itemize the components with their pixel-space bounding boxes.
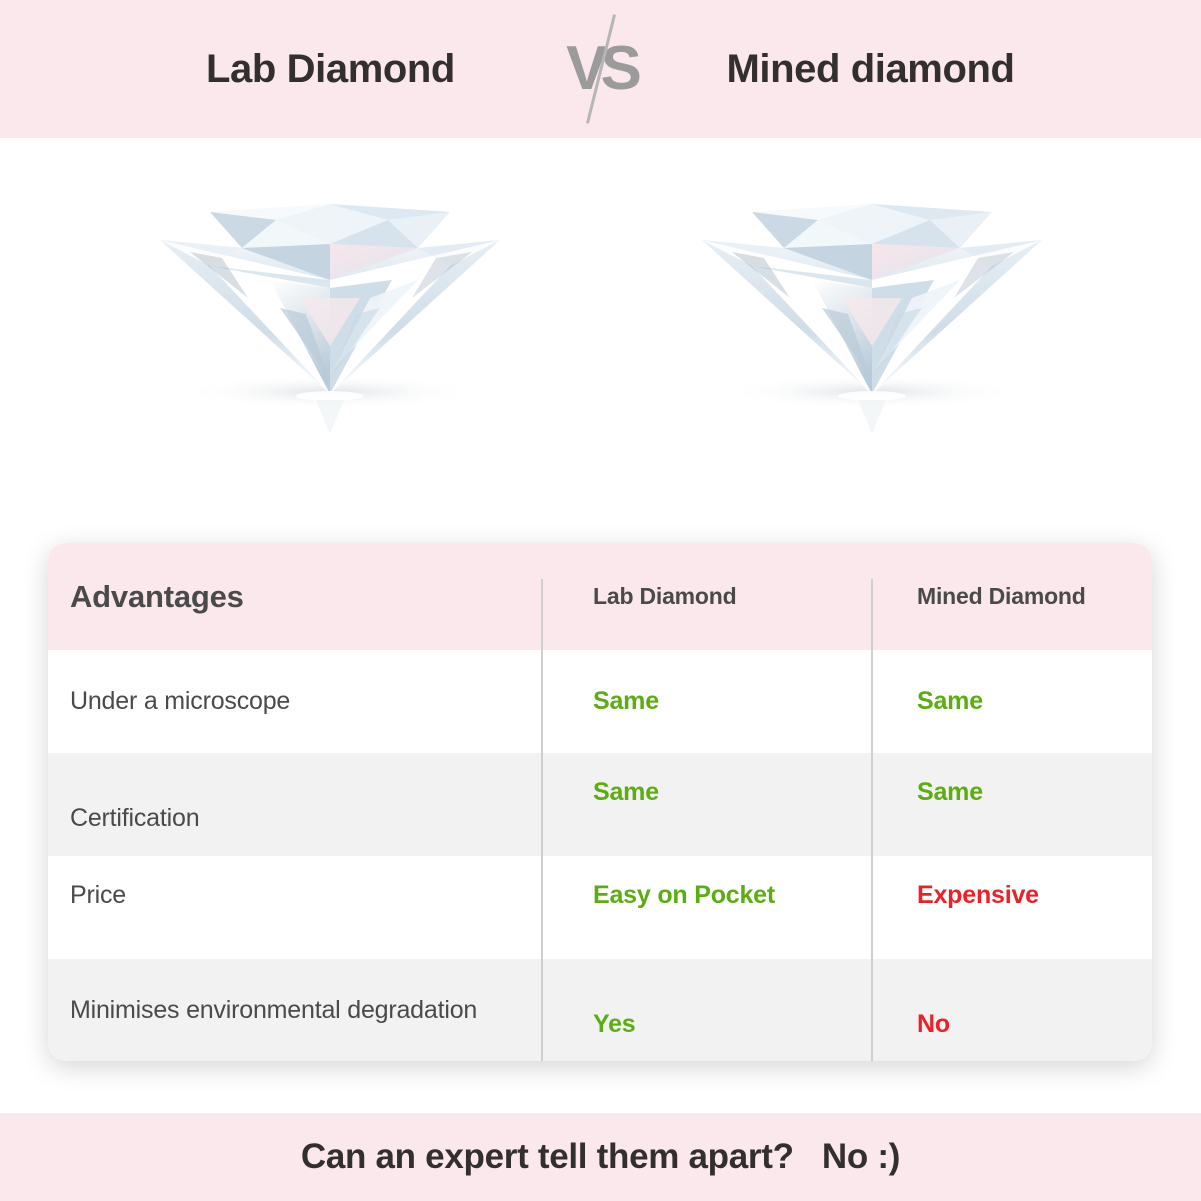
column-header-advantages: Advantages — [48, 543, 541, 650]
diamond-illustration — [160, 204, 500, 434]
row-feature-cell: Price — [48, 856, 541, 959]
row-mined-value: Expensive — [917, 881, 1039, 909]
row-mined-value: Same — [917, 778, 983, 806]
table-header-row: Advantages Lab Diamond Mined Diamond — [48, 543, 1152, 650]
row-feature-label: Certification — [70, 804, 200, 833]
header-right-title: Mined diamond — [726, 46, 1015, 91]
column-header-lab-label: Lab Diamond — [593, 583, 737, 609]
column-divider-1 — [541, 579, 543, 1061]
comparison-table: Advantages Lab Diamond Mined Diamond Und… — [48, 543, 1152, 1061]
row-feature-label: Price — [70, 881, 126, 910]
row-mined-cell: Same — [871, 753, 1152, 856]
table-row: Price Easy on Pocket Expensive — [48, 856, 1152, 959]
table-row: Certification Same Same — [48, 753, 1152, 856]
row-lab-value: Same — [593, 687, 659, 715]
column-header-lab: Lab Diamond — [541, 543, 871, 650]
column-header-mined: Mined Diamond — [871, 543, 1152, 650]
row-feature-cell: Minimises environmental degradation — [48, 959, 541, 1061]
lab-diamond-image — [130, 148, 530, 448]
vs-badge: VS — [541, 14, 661, 124]
row-feature-cell: Certification — [48, 753, 541, 856]
header-left-title: Lab Diamond — [206, 46, 455, 91]
table-row: Under a microscope Same Same — [48, 650, 1152, 753]
row-lab-value: Same — [593, 778, 659, 806]
mined-diamond-image — [672, 148, 1072, 448]
row-feature-cell: Under a microscope — [48, 650, 541, 753]
row-mined-cell: Expensive — [871, 856, 1152, 959]
row-mined-cell: Same — [871, 650, 1152, 753]
footer-question-text: Can an expert tell them apart? No :) — [300, 1137, 901, 1176]
row-mined-value: No — [917, 1009, 950, 1038]
header-banner: Lab Diamond VS Mined diamond — [0, 0, 1201, 138]
row-lab-cell: Same — [541, 753, 871, 856]
footer-banner: Can an expert tell them apart? No :) — [0, 1113, 1201, 1201]
row-feature-label: Minimises environmental degradation — [70, 995, 478, 1024]
diamond-illustration — [702, 204, 1042, 434]
row-mined-value: Same — [917, 687, 983, 715]
column-divider-2 — [871, 579, 873, 1061]
row-lab-cell: Easy on Pocket — [541, 856, 871, 959]
row-lab-value: Easy on Pocket — [593, 881, 776, 909]
column-header-advantages-label: Advantages — [70, 578, 244, 614]
row-lab-cell: Yes — [541, 959, 871, 1061]
diamond-image-area — [0, 138, 1201, 543]
comparison-card: Advantages Lab Diamond Mined Diamond Und… — [48, 543, 1152, 1061]
row-lab-cell: Same — [541, 650, 871, 753]
column-header-mined-label: Mined Diamond — [917, 583, 1086, 609]
row-feature-label: Under a microscope — [70, 687, 291, 716]
row-lab-value: Yes — [593, 1009, 636, 1038]
row-mined-cell: No — [871, 959, 1152, 1061]
table-row: Minimises environmental degradation Yes … — [48, 959, 1152, 1061]
